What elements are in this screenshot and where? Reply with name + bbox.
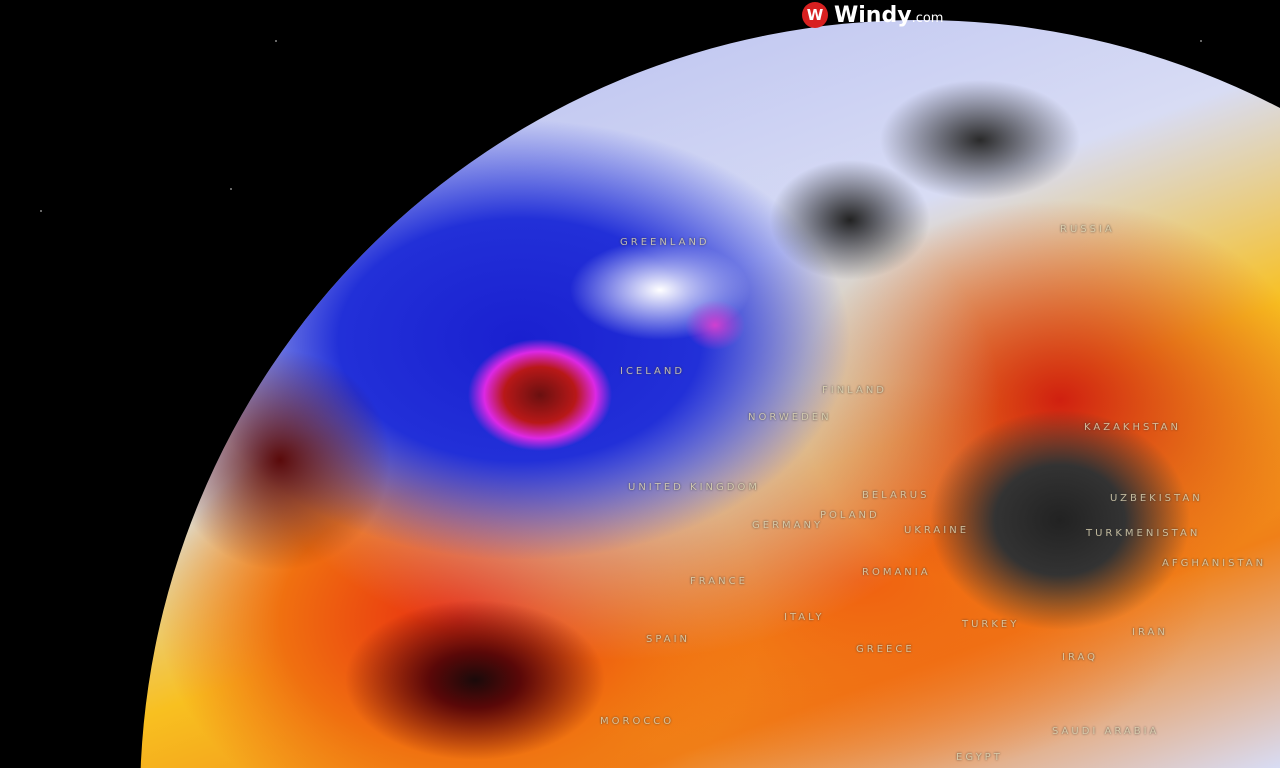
country-label: SAUDI ARABIA — [1052, 726, 1160, 737]
country-label: TURKEY — [962, 619, 1020, 630]
brand-name: Windy — [834, 2, 912, 28]
star — [275, 40, 277, 42]
country-label: BELARUS — [862, 490, 930, 501]
country-label: RUSSIA — [1060, 224, 1115, 235]
country-label: GREENLAND — [620, 237, 710, 248]
country-label: GREECE — [856, 644, 915, 655]
country-label: UKRAINE — [904, 525, 970, 536]
country-label: IRAQ — [1062, 652, 1099, 663]
windy-logo[interactable]: W Windy.com — [802, 2, 943, 28]
country-label: GERMANY — [752, 520, 824, 531]
country-label: IRAN — [1132, 627, 1168, 638]
country-label: TURKMENISTAN — [1086, 528, 1201, 539]
country-label: MOROCCO — [600, 716, 675, 727]
country-label: NORWEDEN — [748, 412, 832, 423]
brand-suffix: .com — [911, 10, 944, 26]
country-label: FRANCE — [690, 576, 748, 587]
country-label: POLAND — [820, 510, 880, 521]
globe-weather-map[interactable] — [140, 20, 1280, 768]
country-label: KAZAKHSTAN — [1084, 422, 1181, 433]
star — [40, 210, 42, 212]
country-label: SPAIN — [646, 634, 691, 645]
country-label: ICELAND — [620, 366, 686, 377]
windy-logo-icon: W — [802, 2, 828, 28]
country-label: UNITED KINGDOM — [628, 482, 760, 493]
country-label: FINLAND — [822, 385, 888, 396]
country-label: ROMANIA — [862, 567, 931, 578]
star — [1200, 40, 1202, 42]
country-label: AFGHANISTAN — [1162, 558, 1267, 569]
country-label: UZBEKISTAN — [1110, 493, 1203, 504]
country-label: ITALY — [784, 612, 825, 623]
star — [230, 188, 232, 190]
country-label: EGYPT — [956, 752, 1003, 763]
